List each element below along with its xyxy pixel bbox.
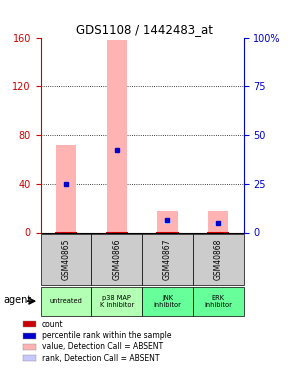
Text: value, Detection Call = ABSENT: value, Detection Call = ABSENT — [42, 342, 163, 351]
Text: GSM40867: GSM40867 — [163, 239, 172, 280]
Bar — [106, 40, 127, 232]
Bar — [163, 220, 172, 224]
Bar — [56, 145, 76, 232]
Text: count: count — [42, 320, 64, 329]
Text: rank, Detection Call = ABSENT: rank, Detection Call = ABSENT — [42, 354, 160, 363]
Text: percentile rank within the sample: percentile rank within the sample — [42, 331, 172, 340]
Bar — [157, 211, 177, 232]
Text: agent: agent — [3, 295, 31, 305]
Text: GSM40868: GSM40868 — [214, 239, 223, 280]
Text: JNK
inhibitor: JNK inhibitor — [153, 295, 182, 307]
Text: GSM40866: GSM40866 — [112, 239, 121, 280]
Text: GDS1108 / 1442483_at: GDS1108 / 1442483_at — [77, 23, 213, 36]
Bar — [214, 223, 223, 226]
Text: GSM40865: GSM40865 — [61, 239, 70, 280]
Text: p38 MAP
K inhibitor: p38 MAP K inhibitor — [99, 295, 134, 307]
Text: untreated: untreated — [50, 298, 82, 304]
Bar — [208, 211, 229, 232]
Text: ERK
inhibitor: ERK inhibitor — [204, 295, 232, 307]
